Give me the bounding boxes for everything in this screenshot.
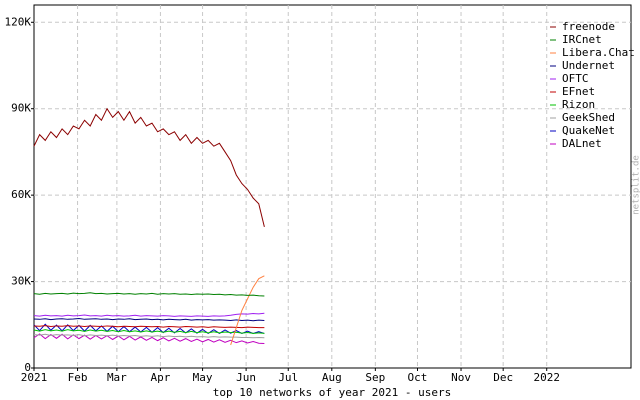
- series-line: [33, 333, 265, 339]
- y-tick-label: 0: [24, 361, 31, 374]
- series-line: [33, 292, 265, 297]
- plot-frame: [33, 4, 632, 369]
- x-tick-label: Aug: [322, 371, 342, 384]
- series-line: [33, 317, 265, 322]
- series-line: [33, 329, 265, 334]
- legend-label: Rizon: [562, 98, 595, 111]
- legend-label: Libera.Chat: [562, 46, 635, 59]
- legend-label: IRCnet: [562, 33, 602, 46]
- y-tick-label: 120K: [5, 15, 32, 28]
- x-tick-label: Apr: [150, 371, 170, 384]
- x-tick-label: Jul: [278, 371, 298, 384]
- x-tick-label: Mar: [107, 371, 127, 384]
- series-line: [33, 107, 265, 227]
- x-tick-label: Dec: [493, 371, 513, 384]
- x-tick-label: Sep: [365, 371, 385, 384]
- legend-label: QuakeNet: [562, 124, 615, 137]
- x-tick-label: Nov: [451, 371, 471, 384]
- legend-label: GeekShed: [562, 111, 615, 124]
- legend-label: EFnet: [562, 85, 595, 98]
- y-tick-label: 90K: [11, 102, 31, 115]
- y-tick-label: 30K: [11, 275, 31, 288]
- chart-title: top 10 networks of year 2021 - users: [213, 386, 451, 399]
- x-tick-label: 2021: [21, 371, 48, 384]
- series-line: [33, 323, 265, 335]
- legend-label: Undernet: [562, 59, 615, 72]
- series-line: [33, 325, 265, 329]
- y-tick-label: 60K: [11, 188, 31, 201]
- x-tick-label: Oct: [408, 371, 428, 384]
- legend-label: freenode: [562, 20, 615, 33]
- legend-label: DALnet: [562, 137, 602, 150]
- series-line: [33, 312, 265, 317]
- x-tick-label: May: [193, 371, 213, 384]
- watermark: netsplit.de: [632, 155, 640, 215]
- x-tick-label: 2022: [533, 371, 560, 384]
- legend-label: OFTC: [562, 72, 589, 85]
- x-tick-label: Feb: [68, 371, 88, 384]
- x-tick-label: Jun: [236, 371, 256, 384]
- series-line: [230, 275, 265, 346]
